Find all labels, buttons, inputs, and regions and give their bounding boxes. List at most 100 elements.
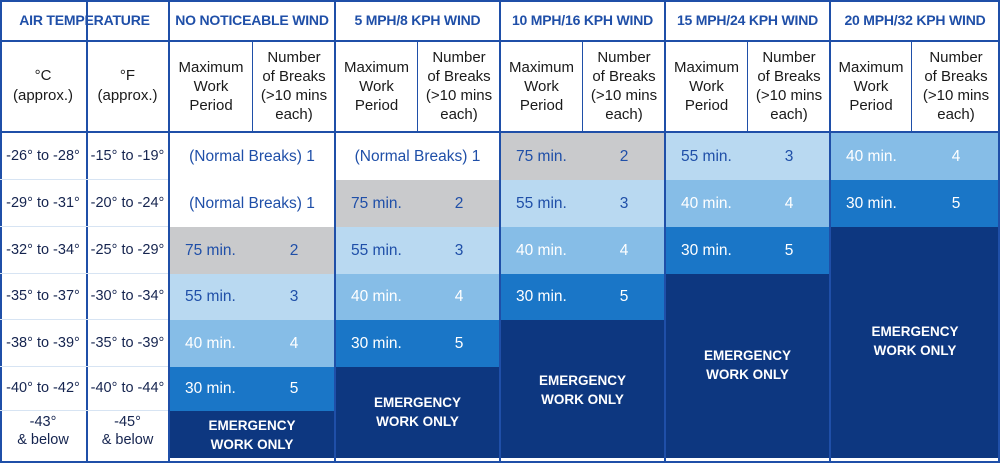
max-work-period-value: 30 min. bbox=[681, 241, 732, 259]
emergency-work-only-label: EMERGENCY WORK ONLY bbox=[208, 418, 296, 452]
grid-line bbox=[417, 40, 418, 132]
schedule-cell-background bbox=[500, 274, 665, 320]
max-work-period-value: 30 min. bbox=[846, 194, 897, 212]
max-work-period-value: 55 min. bbox=[185, 288, 236, 305]
grid-line bbox=[168, 0, 170, 463]
max-work-period-header: Maximum Work Period bbox=[178, 58, 244, 114]
emergency-zone bbox=[500, 320, 665, 458]
max-work-period-value: 40 min. bbox=[351, 288, 402, 305]
number-of-breaks-value: 2 bbox=[289, 241, 299, 259]
grid-line bbox=[0, 179, 168, 180]
number-of-breaks-value: 5 bbox=[784, 241, 794, 259]
emergency-work-only-label: EMERGENCY WORK ONLY bbox=[538, 373, 626, 407]
fahrenheit-range: -45° & below bbox=[101, 414, 154, 448]
number-of-breaks-value: 4 bbox=[951, 147, 961, 165]
schedule-cell-background bbox=[335, 180, 500, 227]
max-work-period-value: 40 min. bbox=[185, 334, 236, 352]
max-work-period-value: 75 min. bbox=[185, 241, 236, 259]
schedule-cell-background bbox=[169, 133, 335, 180]
max-work-period-header: Maximum Work Period bbox=[673, 58, 739, 114]
max-work-period-header: Maximum Work Period bbox=[838, 58, 904, 114]
schedule-cell-background bbox=[665, 227, 830, 274]
fahrenheit-range: -15° to -19° bbox=[90, 147, 165, 164]
max-work-period-value: 75 min. bbox=[351, 194, 402, 212]
celsius-range: -26° to -28° bbox=[6, 147, 80, 164]
wind-speed-header: 10 MPH/16 KPH WIND bbox=[511, 12, 654, 28]
number-of-breaks-value: 5 bbox=[289, 380, 299, 397]
wind-speed-header: 5 MPH/8 KPH WIND bbox=[354, 12, 481, 28]
number-of-breaks-value: 4 bbox=[619, 241, 629, 259]
wind-speed-header: NO NOTICEABLE WIND bbox=[175, 12, 329, 28]
number-of-breaks-value: 5 bbox=[454, 334, 464, 352]
celsius-range: -32° to -34° bbox=[6, 241, 80, 258]
schedule-cell-background bbox=[335, 133, 500, 180]
schedule-cell-background bbox=[335, 320, 500, 367]
number-of-breaks-value: 5 bbox=[951, 194, 961, 212]
grid-line bbox=[499, 0, 501, 463]
number-of-breaks-header: Number of Breaks (>10 mins each) bbox=[425, 49, 493, 123]
grid-line bbox=[0, 40, 1000, 42]
grid-line bbox=[911, 40, 912, 132]
schedule-cell-background bbox=[500, 227, 665, 274]
number-of-breaks-value: 2 bbox=[619, 147, 629, 165]
number-of-breaks-header: Number of Breaks (>10 mins each) bbox=[590, 49, 658, 123]
schedule-cell-background bbox=[665, 133, 830, 180]
number-of-breaks-header: Number of Breaks (>10 mins each) bbox=[922, 49, 990, 123]
grid-line bbox=[664, 0, 666, 463]
max-work-period-value: 55 min. bbox=[681, 147, 732, 165]
grid-line bbox=[0, 319, 168, 320]
max-work-period-value: 40 min. bbox=[846, 147, 897, 165]
emergency-zone bbox=[335, 367, 500, 458]
fahrenheit-range: -35° to -39° bbox=[90, 334, 165, 351]
max-work-period-value: 55 min. bbox=[351, 241, 402, 259]
max-work-period-value: 75 min. bbox=[516, 147, 567, 165]
celsius-range: -29° to -31° bbox=[6, 194, 80, 211]
grid-line bbox=[86, 0, 88, 463]
schedule-cell-background bbox=[335, 227, 500, 274]
schedule-cell-background bbox=[665, 180, 830, 227]
wind-speed-header: 15 MPH/24 KPH WIND bbox=[676, 12, 819, 28]
number-of-breaks-value: 4 bbox=[784, 194, 794, 212]
schedule-cell-background bbox=[169, 367, 335, 411]
grid-line bbox=[0, 131, 1000, 133]
grid-line bbox=[582, 40, 583, 132]
max-work-period-value: 30 min. bbox=[351, 334, 402, 352]
fahrenheit-range: -25° to -29° bbox=[90, 241, 165, 258]
schedule-cell-background bbox=[830, 180, 1000, 227]
schedule-cell-background bbox=[335, 274, 500, 320]
number-of-breaks-value: 3 bbox=[289, 288, 299, 305]
schedule-cell-background bbox=[169, 320, 335, 367]
schedule-cell-background bbox=[500, 133, 665, 180]
celsius-range: -40° to -42° bbox=[6, 380, 80, 396]
number-of-breaks-value: 4 bbox=[289, 334, 299, 352]
emergency-zone bbox=[665, 274, 830, 458]
max-work-period-header: Maximum Work Period bbox=[508, 58, 574, 114]
air-temperature-header: AIR TEMPERATURE bbox=[19, 12, 150, 28]
grid-line bbox=[252, 40, 253, 132]
number-of-breaks-value: 3 bbox=[619, 194, 629, 212]
schedule-cell-background bbox=[500, 180, 665, 227]
number-of-breaks-value: 3 bbox=[784, 147, 794, 165]
max-work-period-value: 30 min. bbox=[185, 380, 236, 397]
fahrenheit-range: -40° to -44° bbox=[90, 380, 165, 396]
schedule-cell-background bbox=[830, 133, 1000, 180]
wind-speed-header: 20 MPH/32 KPH WIND bbox=[844, 12, 986, 28]
max-work-period-value: 40 min. bbox=[681, 194, 732, 212]
grid-line bbox=[747, 40, 748, 132]
emergency-work-only-label: EMERGENCY WORK ONLY bbox=[871, 324, 959, 358]
emergency-work-only-label: EMERGENCY WORK ONLY bbox=[703, 348, 791, 382]
grid-line bbox=[0, 366, 168, 367]
max-work-period-value: 55 min. bbox=[516, 194, 567, 212]
normal-breaks-label: (Normal Breaks) 1 bbox=[354, 147, 481, 165]
normal-breaks-label: (Normal Breaks) 1 bbox=[189, 147, 315, 165]
max-work-period-header: Maximum Work Period bbox=[343, 58, 409, 114]
max-work-period-value: 30 min. bbox=[516, 288, 567, 305]
celsius-range: -38° to -39° bbox=[6, 334, 80, 351]
celsius-range: -43° & below bbox=[17, 414, 69, 448]
grid-line bbox=[0, 273, 168, 274]
max-work-period-value: 40 min. bbox=[516, 241, 567, 259]
fahrenheit-range: -30° to -34° bbox=[90, 288, 165, 304]
schedule-cell-background bbox=[169, 274, 335, 320]
